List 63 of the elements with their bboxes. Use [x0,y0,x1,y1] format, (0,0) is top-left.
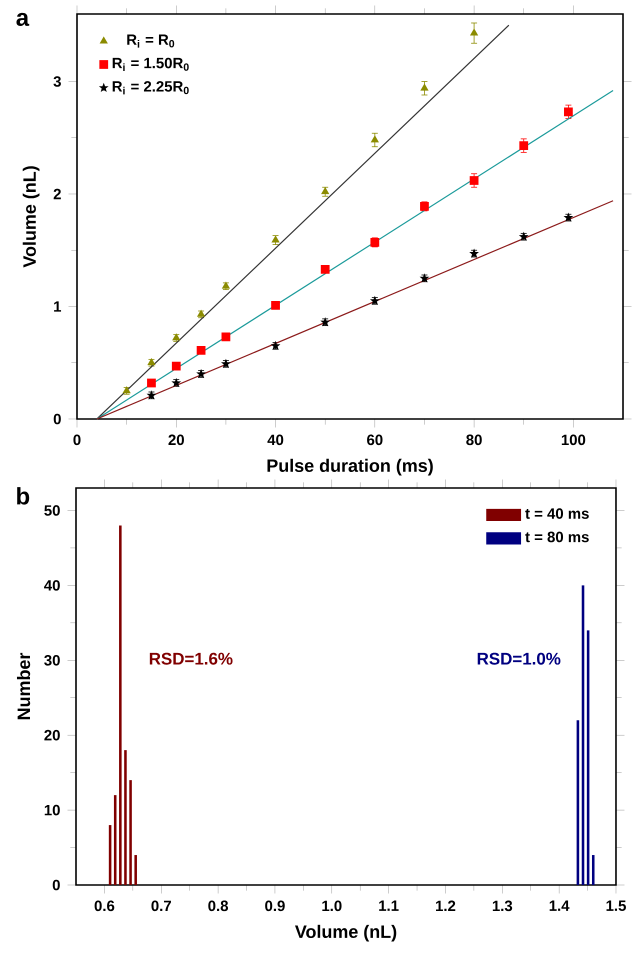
bar [124,750,127,885]
bar [108,825,112,885]
point [196,346,206,355]
x-tick-label: 1.4 [550,900,570,911]
point [271,300,280,310]
y-tick-label: 20 [44,730,60,740]
x-tick-label: 0.9 [265,900,285,912]
bar [576,720,580,885]
x-tick-label: 1.0 [322,900,342,912]
x-tick-label: 0 [73,434,81,446]
y-tick-label: 3 [53,76,61,87]
legend-label: R$_{i}$ = 2.25R$_{0}$ [112,81,189,94]
y-tick-label: 50 [44,505,60,516]
y-tick-label: 40 [44,580,60,591]
legend-label: R$_{i}$ = 1.50R$_{0}$ [112,58,189,71]
bar [582,585,584,885]
annotation: RSD=1.6% [150,652,233,665]
bar [586,630,590,885]
legend-label: t = 80 ms [525,532,589,542]
y-tick-label: 30 [44,654,60,666]
x-tick-label: 100 [562,434,586,446]
text: a [16,12,30,26]
point [272,236,280,243]
x-tick-label: 60 [367,434,383,446]
x-tick-label: 80 [466,434,482,446]
y-axis-title: Volume (nL) [22,166,40,268]
y-tick-label: 2 [54,188,61,200]
text: b [17,487,30,505]
point [172,362,181,370]
point [470,28,478,36]
point [321,187,330,194]
y-tick-label: 0 [52,880,60,890]
y-tick-label: 10 [44,804,60,816]
bar [592,855,595,885]
x-tick-label: 1.5 [606,900,626,911]
point [147,378,156,388]
bar [134,855,137,885]
y-tick-label: 1 [54,301,62,312]
legend-label: R$_{i}$ = R$_{0}$ [127,34,174,48]
x-axis-title: Volume (nL) [294,924,396,942]
x-axis-title: Pulse duration (ms) [267,458,433,476]
x-tick-label: 0.8 [208,900,228,912]
bar [129,780,132,885]
point [420,84,428,91]
point [564,107,573,116]
bar [119,525,122,885]
x-tick-label: 1.3 [492,900,512,912]
legend-label: t = 40 ms [525,508,589,519]
point [320,264,330,274]
y-tick-label: 0 [54,414,61,424]
point [470,176,478,185]
x-tick-label: 40 [267,434,284,446]
bar [114,795,116,885]
x-tick-label: 0.7 [151,900,171,912]
x-tick-label: 0.6 [94,900,114,912]
x-tick-label: 20 [168,434,184,446]
x-tick-label: 1.1 [379,900,399,911]
annotation: RSD=1.0% [478,652,560,665]
y-axis-title: Number [16,652,30,720]
x-tick-label: 1.2 [436,900,456,911]
point [370,136,379,142]
point [222,332,230,342]
point [519,141,528,150]
